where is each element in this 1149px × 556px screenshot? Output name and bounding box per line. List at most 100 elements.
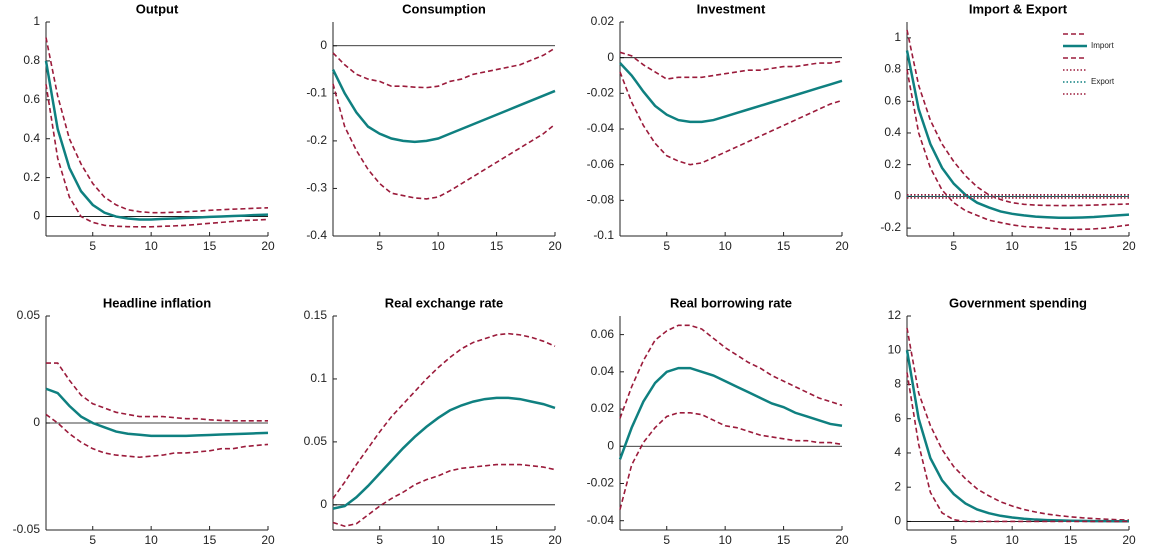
series-line [45,413,269,459]
series-line [619,324,843,419]
x-tick-label: 10 [144,239,158,253]
legend-label: Export [1091,77,1115,86]
panel-title: Investment [697,1,766,16]
y-tick-label: 0 [607,438,614,452]
series-line [619,51,843,80]
panel-title: Import & Export [969,1,1068,16]
y-tick-label: 0.06 [591,327,615,341]
x-tick-label: 10 [431,239,445,253]
y-tick-label: 0 [894,189,901,203]
x-tick-label: 5 [663,533,670,547]
x-tick-label: 15 [777,239,791,253]
panel-title: Headline inflation [103,295,211,310]
x-tick-label: 20 [261,239,275,253]
y-tick-label: 0.15 [304,308,328,322]
series-line [905,50,1130,220]
y-tick-label: 0 [320,38,327,52]
y-tick-label: 0.2 [884,157,901,171]
y-tick-label: 1 [894,30,901,44]
x-tick-label: 5 [663,239,670,253]
x-tick-label: 10 [718,239,732,253]
y-tick-label: 1 [33,14,40,28]
series-line [332,463,556,528]
x-tick-label: 10 [431,533,445,547]
y-tick-label: -0.04 [587,513,615,527]
y-tick-label: 0.1 [310,371,327,385]
x-tick-label: 20 [835,239,849,253]
series-line [45,84,269,228]
x-tick-label: 10 [1005,239,1019,253]
y-tick-label: 0.6 [884,93,901,107]
series-line [44,60,269,221]
x-tick-label: 5 [89,239,96,253]
series-line [619,411,843,510]
y-tick-label: 0.02 [591,401,615,415]
series-line [906,372,1129,523]
y-tick-label: 0 [33,209,40,223]
x-tick-label: 10 [1005,533,1019,547]
series-line [906,69,1130,231]
panel-title: Consumption [402,1,486,16]
series-line [619,62,843,124]
x-tick-label: 5 [376,533,383,547]
x-tick-label: 5 [950,239,957,253]
y-tick-label: 8 [894,377,901,391]
y-tick-label: -0.02 [587,476,615,490]
x-tick-label: 15 [490,533,504,547]
series-line [905,350,1129,523]
x-tick-label: 15 [490,239,504,253]
y-tick-label: 0 [894,514,901,528]
x-tick-label: 15 [777,533,791,547]
y-tick-label: 6 [894,411,901,425]
panel-title: Real borrowing rate [670,295,792,310]
y-tick-label: -0.08 [587,193,615,207]
y-tick-label: 0.02 [591,14,615,28]
series-line [906,29,1130,207]
y-tick-label: 4 [894,445,901,459]
y-tick-label: -0.1 [306,86,327,100]
y-tick-label: -0.02 [587,86,615,100]
x-tick-label: 15 [1064,239,1078,253]
x-tick-label: 20 [1122,533,1136,547]
series-line [332,83,556,200]
y-tick-label: 10 [888,342,902,356]
y-tick-label: -0.04 [587,121,615,135]
y-tick-label: 0 [33,415,40,429]
y-tick-label: -0.2 [880,220,901,234]
y-tick-label: 0.4 [884,125,901,139]
series-line [332,396,556,510]
x-tick-label: 20 [548,239,562,253]
panel-title: Government spending [949,295,1087,310]
x-tick-label: 15 [203,533,217,547]
y-tick-label: -0.4 [306,228,327,242]
series-line [331,69,556,144]
y-tick-label: 0.4 [23,131,40,145]
series-line [332,47,556,89]
y-tick-label: 0.05 [304,434,328,448]
panel-title: Real exchange rate [385,295,504,310]
y-tick-label: -0.2 [306,133,327,147]
x-tick-label: 5 [950,533,957,547]
x-tick-label: 10 [718,533,732,547]
x-tick-label: 20 [835,533,849,547]
x-tick-label: 15 [1064,533,1078,547]
y-tick-label: 0.6 [23,92,40,106]
x-tick-label: 20 [261,533,275,547]
panel-title: Output [136,1,179,16]
y-tick-label: 0 [607,50,614,64]
y-tick-label: 0.8 [884,62,901,76]
y-tick-label: 0.8 [23,53,40,67]
series-line [619,71,843,166]
y-tick-label: 0.05 [17,308,41,322]
y-tick-label: 2 [894,479,901,493]
series-line [45,37,269,214]
series-line [45,387,269,438]
x-tick-label: 20 [548,533,562,547]
x-tick-label: 5 [89,533,96,547]
x-tick-label: 5 [376,239,383,253]
y-tick-label: -0.3 [306,181,327,195]
y-tick-label: -0.06 [587,157,615,171]
y-tick-label: 0 [320,497,327,511]
x-tick-label: 15 [203,239,217,253]
series-line [618,366,843,460]
